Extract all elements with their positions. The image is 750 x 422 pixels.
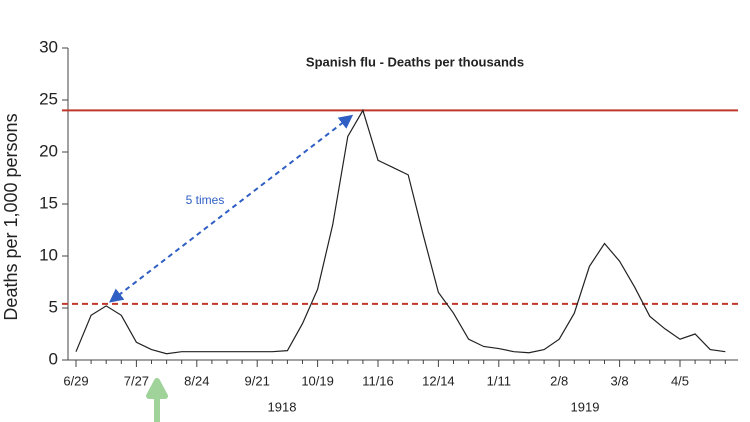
y-tick-label: 5 [49, 297, 58, 316]
x-tick-label: 10/19 [301, 373, 334, 388]
x-tick-label: 6/29 [63, 373, 88, 388]
x-tick-label: 11/16 [362, 373, 394, 388]
year-label: 1919 [571, 399, 600, 414]
x-tick-label: 1/11 [487, 373, 511, 388]
line-series [75, 108, 726, 355]
x-tick-label: 8/24 [184, 373, 209, 388]
y-tick-label: 0 [49, 349, 58, 368]
chart-title: Spanish flu - Deaths per thousands [306, 54, 524, 69]
x-tick-label: 4/5 [671, 373, 689, 388]
y-tick-label: 20 [39, 141, 58, 160]
y-tick-label: 25 [39, 89, 58, 108]
x-tick-label: 3/8 [611, 373, 629, 388]
y-axis-label: Deaths per 1,000 persons [1, 113, 21, 320]
year-label: 1918 [268, 399, 297, 414]
annotation: 5 times [186, 193, 225, 207]
y-tick-label: 15 [39, 193, 58, 212]
x-tick-label: 7/27 [124, 373, 149, 388]
y-tick-label: 30 [39, 37, 58, 56]
x-tick-label: 2/8 [550, 373, 568, 388]
y-tick-label: 10 [39, 245, 58, 264]
x-tick-label: 9/21 [245, 373, 270, 388]
comparison-arrow [108, 114, 354, 303]
x-tick-label: 12/14 [422, 373, 455, 388]
green-arrow [146, 378, 168, 422]
